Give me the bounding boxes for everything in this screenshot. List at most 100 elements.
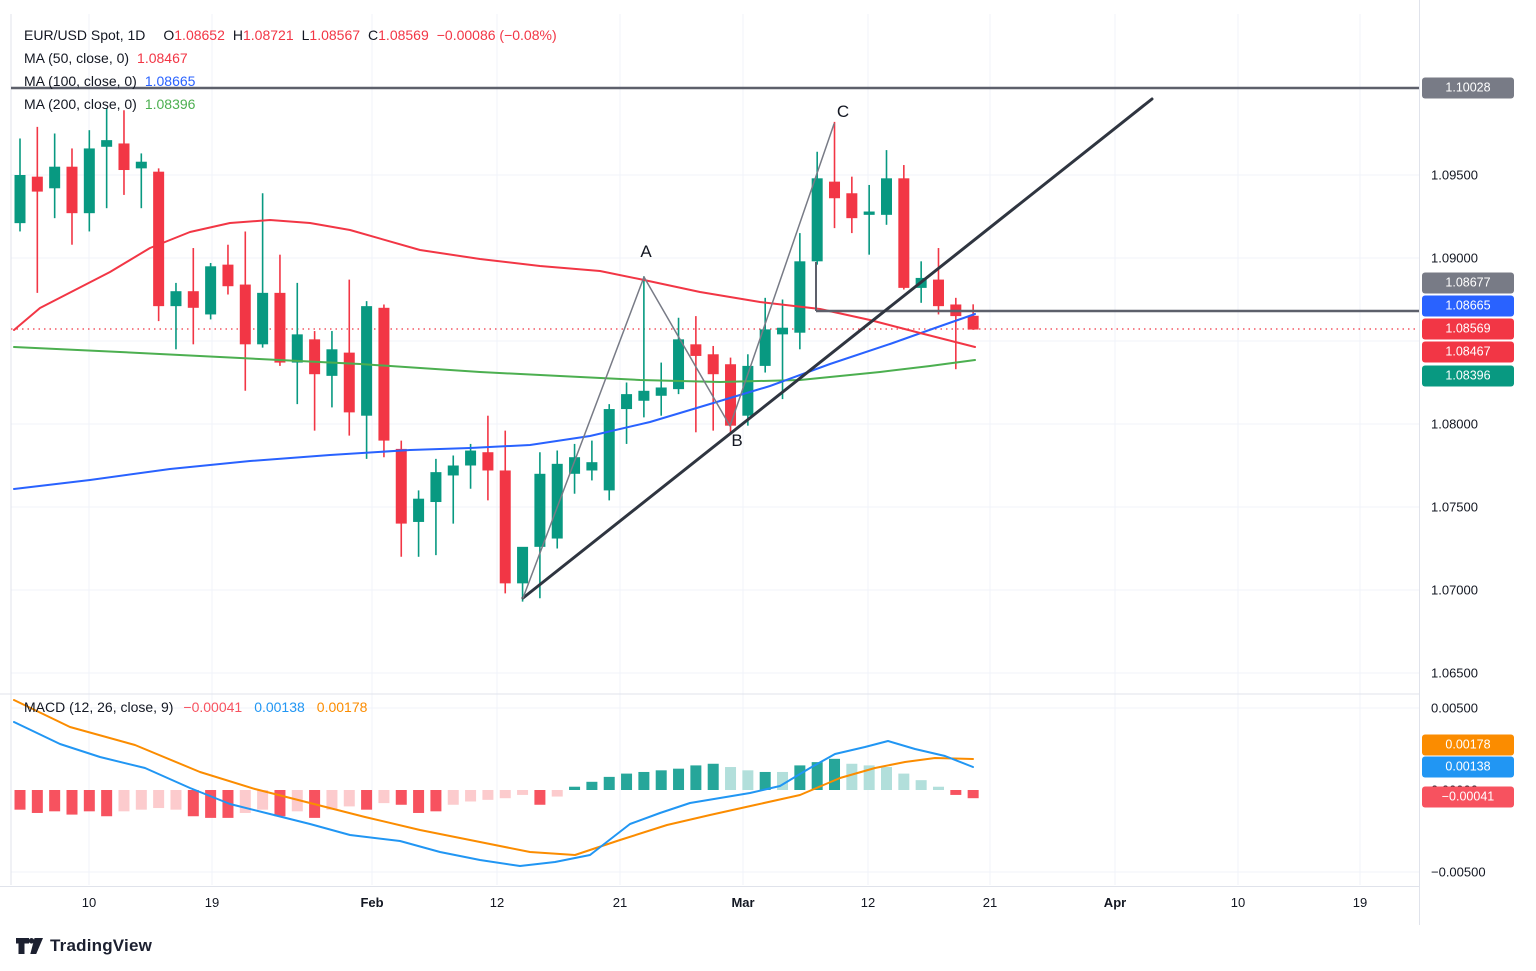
macd-histogram-bar [759, 771, 771, 790]
price-badge: 1.08677 [1422, 272, 1514, 294]
macd-label: MACD (12, 26, close, 9) [24, 699, 174, 715]
macd-histogram-bar [343, 790, 355, 807]
macd-histogram-bar [707, 763, 719, 790]
macd-histogram-bar [881, 767, 892, 790]
macd-histogram-bar [551, 790, 563, 797]
price-axis[interactable]: 1.09500 1.09000 1.08000 1.07500 1.07000 1.065… [1419, 0, 1536, 925]
macd-histogram-bar [569, 786, 581, 790]
ohlc-value: 1.08567 [309, 27, 361, 43]
time-tick-label: 21 [982, 895, 998, 910]
ma200-line [13, 346, 976, 383]
macd-histogram-bar [534, 790, 546, 805]
macd-histogram-bar [170, 790, 182, 810]
candle-body [811, 178, 823, 262]
macd-histogram-bar [66, 790, 78, 815]
time-tick-label: Mar [731, 895, 755, 910]
price-tick-label: 0.00500 [1431, 700, 1478, 716]
macd-histogram-bar [690, 765, 702, 790]
macd-histogram-bar [413, 790, 425, 813]
wave-label-a: A [640, 242, 652, 261]
price-tick-label: 1.08000 [1431, 416, 1478, 432]
macd-histogram-bar [187, 790, 199, 817]
candle-body [187, 291, 199, 308]
macd-histogram-bar [932, 786, 944, 790]
candle-body [66, 166, 78, 214]
macd-histogram-bar [153, 790, 165, 809]
macd-histogram-bar [257, 790, 269, 810]
price-badge: 1.10028 [1422, 77, 1514, 99]
candle-body [967, 315, 979, 330]
tradingview-logo[interactable]: TradingView [16, 936, 152, 956]
candle-body [14, 175, 26, 224]
candle-body [846, 193, 858, 219]
candle-body [534, 473, 546, 547]
price-badge: 1.08396 [1422, 365, 1514, 387]
ohlc-key: H [232, 27, 243, 43]
time-tick-label: 19 [1352, 895, 1368, 910]
candle-body [569, 457, 581, 474]
macd-value: −0.00041 [183, 699, 243, 715]
macd-histogram-bar [725, 767, 737, 790]
ma-legend-row[interactable]: MA (50, close, 0) 1.08467 [24, 47, 557, 70]
symbol-title: EUR/USD Spot, 1D [24, 27, 146, 43]
symbol-row[interactable]: EUR/USD Spot, 1D O1.08652 H1.08721 L1.08567… [24, 24, 557, 47]
macd-histogram-bar [829, 758, 841, 790]
candle-body [361, 306, 373, 416]
candle-body [759, 329, 771, 366]
macd-histogram-bar [430, 790, 442, 812]
wave-label-b: B [731, 431, 742, 450]
macd-histogram-bar [499, 790, 511, 799]
candle-body [690, 344, 702, 356]
ma50-line [13, 219, 976, 348]
time-tick-label: Feb [360, 895, 384, 910]
macd-legend[interactable]: MACD (12, 26, close, 9) −0.00041 0.00138 0.… [24, 699, 379, 715]
macd-histogram-bar [811, 762, 823, 790]
candle-body [725, 364, 737, 426]
macd-histogram-bar [950, 790, 962, 795]
candle-body [586, 462, 598, 471]
ma-legend-row[interactable]: MA (100, close, 0) 1.08665 [24, 70, 557, 93]
ma-label: MA (200, close, 0) [24, 96, 137, 112]
macd-histogram-bar [135, 790, 147, 810]
ma-value: 1.08467 [137, 50, 188, 66]
time-axis[interactable]: 10 19 Feb 12 21 Mar 12 21 Apr 10 19 [0, 886, 1419, 926]
candle-body [794, 261, 806, 333]
price-badge: 0.00138 [1422, 756, 1514, 778]
macd-histogram-bar [742, 770, 754, 790]
candle-body [118, 143, 130, 171]
ma-value: 1.08665 [144, 73, 196, 89]
candle-body [274, 292, 286, 363]
macd-histogram-bar [621, 773, 633, 790]
price-tick-label: 1.07500 [1431, 499, 1478, 515]
tradingview-logo-text: TradingView [50, 936, 153, 955]
time-tick-label: 10 [81, 895, 97, 910]
candle-body [291, 334, 303, 363]
candle-body [309, 339, 321, 375]
candle-body [135, 161, 147, 169]
ohlc-key: L [301, 27, 310, 43]
candle-body [101, 140, 113, 147]
price-tick-label: −0.00500 [1431, 864, 1486, 880]
candle-body [517, 546, 529, 584]
candle-body [881, 178, 892, 215]
candle-body [932, 279, 944, 307]
macd-histogram-bar [967, 790, 979, 799]
macd-value: 0.00178 [316, 699, 368, 715]
price-badge: 0.00178 [1422, 734, 1514, 756]
macd-histogram-bar [361, 790, 373, 810]
macd-histogram-bar [31, 790, 43, 813]
time-tick-label: Apr [1103, 895, 1127, 910]
candle-body [31, 176, 43, 192]
macd-histogram-bar [101, 790, 113, 817]
macd-histogram-bar [638, 771, 650, 790]
zigzag-abc [522, 123, 835, 599]
macd-histogram-bar [673, 768, 685, 790]
macd-histogram-bar [603, 776, 615, 790]
price-badge: 1.08467 [1422, 341, 1514, 363]
ma-legend-row[interactable]: MA (200, close, 0) 1.08396 [24, 93, 557, 116]
price-tick-label: 1.09500 [1431, 167, 1478, 183]
candle-body [153, 171, 165, 307]
macd-histogram-bar [326, 790, 338, 810]
